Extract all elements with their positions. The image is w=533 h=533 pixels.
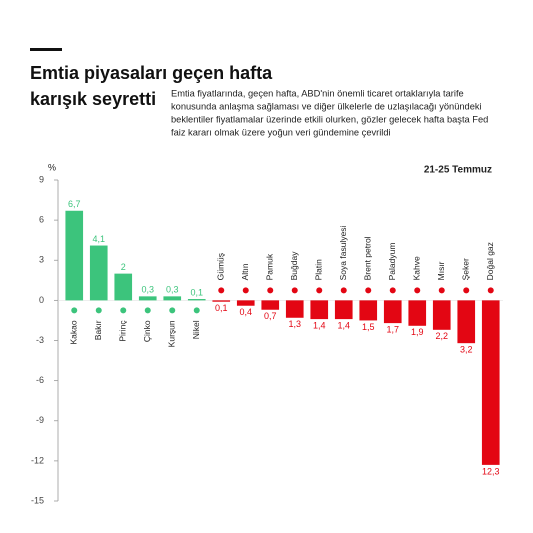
value-label: 0,4 xyxy=(239,307,252,317)
value-label: 0,3 xyxy=(166,285,179,295)
value-label: 1,7 xyxy=(386,324,399,334)
bar xyxy=(89,245,108,301)
icon xyxy=(340,287,347,294)
icon xyxy=(463,287,470,294)
value-label: 1,5 xyxy=(362,322,375,332)
y-tick-label: -9 xyxy=(36,415,44,425)
x-tick-label: Kurşun xyxy=(167,320,177,347)
icon xyxy=(389,287,396,294)
x-tick-label: Brent petrol xyxy=(363,236,373,280)
bar xyxy=(187,299,206,301)
value-label: 12,3 xyxy=(482,466,500,476)
bar xyxy=(212,300,231,302)
x-tick-label: Pamuk xyxy=(265,253,275,280)
x-tick-label: Bakır xyxy=(93,320,103,340)
x-tick-label: Altın xyxy=(240,263,250,280)
icon xyxy=(71,307,78,314)
value-label: 1,3 xyxy=(288,319,301,329)
description: Emtia fiyatlarında, geçen hafta, ABD'nin… xyxy=(171,88,464,98)
bar xyxy=(310,300,329,320)
value-label: 0,7 xyxy=(264,311,277,321)
y-axis-label: % xyxy=(48,162,56,172)
icon xyxy=(218,287,225,294)
x-tick-label: Çinko xyxy=(142,320,152,342)
bar xyxy=(261,300,280,310)
bar xyxy=(481,300,500,465)
icon xyxy=(120,307,127,314)
bar xyxy=(114,273,133,301)
x-tick-label: Paladyum xyxy=(387,243,397,281)
value-label: 2,2 xyxy=(435,331,448,341)
icon xyxy=(438,287,445,294)
value-label: 1,4 xyxy=(337,320,350,330)
value-label: 4,1 xyxy=(92,234,105,244)
bar xyxy=(65,210,84,301)
x-tick-label: Mısır xyxy=(436,261,446,280)
description: beklentiler fiyatlamalar üzerinde etkili… xyxy=(171,114,488,124)
x-tick-label: Kahve xyxy=(412,256,422,280)
y-tick-label: -15 xyxy=(31,495,44,505)
icon xyxy=(316,287,323,294)
chart-title: Emtia piyasaları geçen hafta xyxy=(30,63,273,83)
y-tick-label: 9 xyxy=(39,174,44,184)
y-tick-label: 6 xyxy=(39,215,44,225)
bar xyxy=(163,296,182,301)
x-tick-label: Pirinç xyxy=(118,320,128,342)
icon xyxy=(193,307,200,314)
icon xyxy=(414,287,421,294)
icon xyxy=(487,287,494,294)
bar xyxy=(359,300,378,321)
x-tick-label: Gümüş xyxy=(216,253,226,280)
value-label: 0,1 xyxy=(190,287,203,297)
x-tick-label: Nikel xyxy=(191,320,201,339)
bar xyxy=(138,296,157,301)
icon xyxy=(144,307,151,314)
value-label: 0,1 xyxy=(215,303,228,313)
icon xyxy=(169,307,176,314)
icon xyxy=(365,287,372,294)
x-tick-label: Kakao xyxy=(69,320,79,344)
y-tick-label: 0 xyxy=(39,295,44,305)
value-label: 0,3 xyxy=(141,285,154,295)
decor-bar xyxy=(30,48,62,51)
x-tick-label: Doğal gaz xyxy=(485,242,495,280)
y-tick-label: -6 xyxy=(36,375,44,385)
bar xyxy=(285,300,304,318)
value-label: 1,9 xyxy=(411,327,424,337)
chart-title: karışık seyretti xyxy=(30,89,156,109)
icon xyxy=(242,287,249,294)
period-label: 21-25 Temmuz xyxy=(424,165,492,176)
bar xyxy=(408,300,427,326)
x-tick-label: Platin xyxy=(314,259,324,281)
y-tick-label: 3 xyxy=(39,255,44,265)
value-label: 3,2 xyxy=(460,345,473,355)
x-tick-label: Buğday xyxy=(289,251,299,281)
bar xyxy=(383,300,402,324)
value-label: 1,4 xyxy=(313,320,326,330)
bar xyxy=(334,300,353,320)
bar xyxy=(432,300,451,330)
x-tick-label: Şeker xyxy=(461,258,471,280)
description: faiz kararı olmak üzere yoğun veri günde… xyxy=(171,127,391,137)
icon xyxy=(267,287,274,294)
description: konusunda anlaşma sağlaması ve diğer ülk… xyxy=(171,101,482,111)
bar xyxy=(236,300,255,306)
bar xyxy=(457,300,476,344)
value-label: 6,7 xyxy=(68,199,81,209)
y-tick-label: -12 xyxy=(31,455,44,465)
icon xyxy=(291,287,298,294)
value-label: 2 xyxy=(121,262,126,272)
icon xyxy=(95,307,102,314)
y-tick-label: -3 xyxy=(36,335,44,345)
x-tick-label: Soya fasulyesi xyxy=(338,225,348,280)
